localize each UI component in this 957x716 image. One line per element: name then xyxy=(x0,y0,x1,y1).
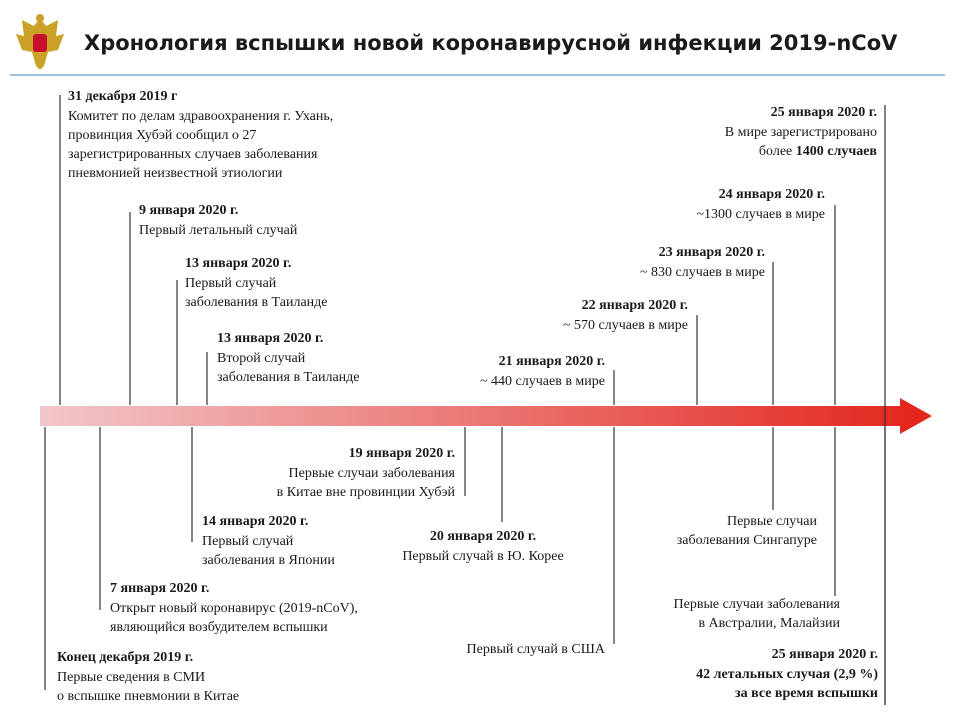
event-date: 13 января 2020 г. xyxy=(217,331,323,346)
event-text: Первые случаи xyxy=(727,514,818,529)
event-text: Первый случай xyxy=(202,534,294,549)
text-bold: за все время вспышки xyxy=(735,686,878,701)
event-date: 13 января 2020 г. xyxy=(185,256,291,271)
event-date: Конец декабря 2019 г. xyxy=(57,650,193,665)
event-date: 31 декабря 2019 г xyxy=(68,89,177,104)
event-date: 24 января 2020 г. xyxy=(719,187,825,202)
event-text: Первые случаи заболевания xyxy=(674,597,841,612)
event-text: Первый случай в США xyxy=(467,642,606,657)
event-text: Первый случай xyxy=(185,276,277,291)
event-date: 21 января 2020 г. xyxy=(499,354,605,369)
events: 31 декабря 2019 г Комитет по делам здраво… xyxy=(44,89,886,705)
event-text: заболевания в Таиланде xyxy=(217,370,360,385)
event-date: 7 января 2020 г. xyxy=(110,581,209,596)
event-text: за все время вспышки xyxy=(735,686,878,701)
event-date: 22 января 2020 г. xyxy=(582,298,688,313)
event-text: Первый случай в Ю. Корее xyxy=(402,549,563,564)
event-text: Комитет по делам здравоохранения г. Ухан… xyxy=(68,109,333,124)
event-text: 42 летальных случая (2,9 %) xyxy=(696,667,878,682)
emblem xyxy=(16,14,64,70)
event-text: заболевания в Таиланде xyxy=(185,295,328,310)
event-date: 19 января 2020 г. xyxy=(349,446,455,461)
event-text: Открыт новый коронавирус (2019-nCoV), xyxy=(110,601,358,616)
text-part: более xyxy=(759,144,792,159)
event-text: ~1300 случаев в мире xyxy=(696,207,825,222)
event-text: зарегистрированных случаев заболевания xyxy=(68,147,318,162)
event-date: 23 января 2020 г. xyxy=(659,245,765,260)
event-text: Первый летальный случай xyxy=(139,223,298,238)
event-text: В мире зарегистрировано xyxy=(725,125,877,140)
event-text: в Австралии, Малайзии xyxy=(698,616,840,631)
event-date: 20 января 2020 г. xyxy=(430,529,536,544)
event-text: ~ 830 случаев в мире xyxy=(640,265,765,280)
event-date: 25 января 2020 г. xyxy=(771,105,877,120)
event-text: пневмонией неизвестной этиологии xyxy=(68,166,283,181)
title: Хронология вспышки новой коронавирусной … xyxy=(84,31,898,55)
event-text: провинция Хубэй сообщил о 27 xyxy=(68,128,256,143)
event-date: 25 января 2020 г. xyxy=(772,647,878,662)
event-text: ~ 570 случаев в мире xyxy=(563,318,688,333)
event-text: заболевания Сингапуре xyxy=(677,533,817,548)
event-text: в Китае вне провинции Хубэй xyxy=(277,485,456,500)
event-text: заболевания в Японии xyxy=(202,553,335,568)
event-text: Первые случаи заболевания xyxy=(289,466,456,481)
event-text: о вспышке пневмонии в Китае xyxy=(57,689,239,704)
event-text: ~ 440 случаев в мире xyxy=(480,374,605,389)
text-bold: 1400 случаев xyxy=(796,144,878,159)
event-date: 14 января 2020 г. xyxy=(202,514,308,529)
event-text: более 1400 случаев xyxy=(759,144,878,159)
event-text: Второй случай xyxy=(217,351,306,366)
timeline-arrow xyxy=(40,398,932,434)
event-text: Первые сведения в СМИ xyxy=(57,670,205,685)
event-text: являющийся возбудителем вспышки xyxy=(110,620,328,635)
event-date: 9 января 2020 г. xyxy=(139,203,238,218)
text-bold: 42 летальных случая (2,9 %) xyxy=(696,667,878,682)
